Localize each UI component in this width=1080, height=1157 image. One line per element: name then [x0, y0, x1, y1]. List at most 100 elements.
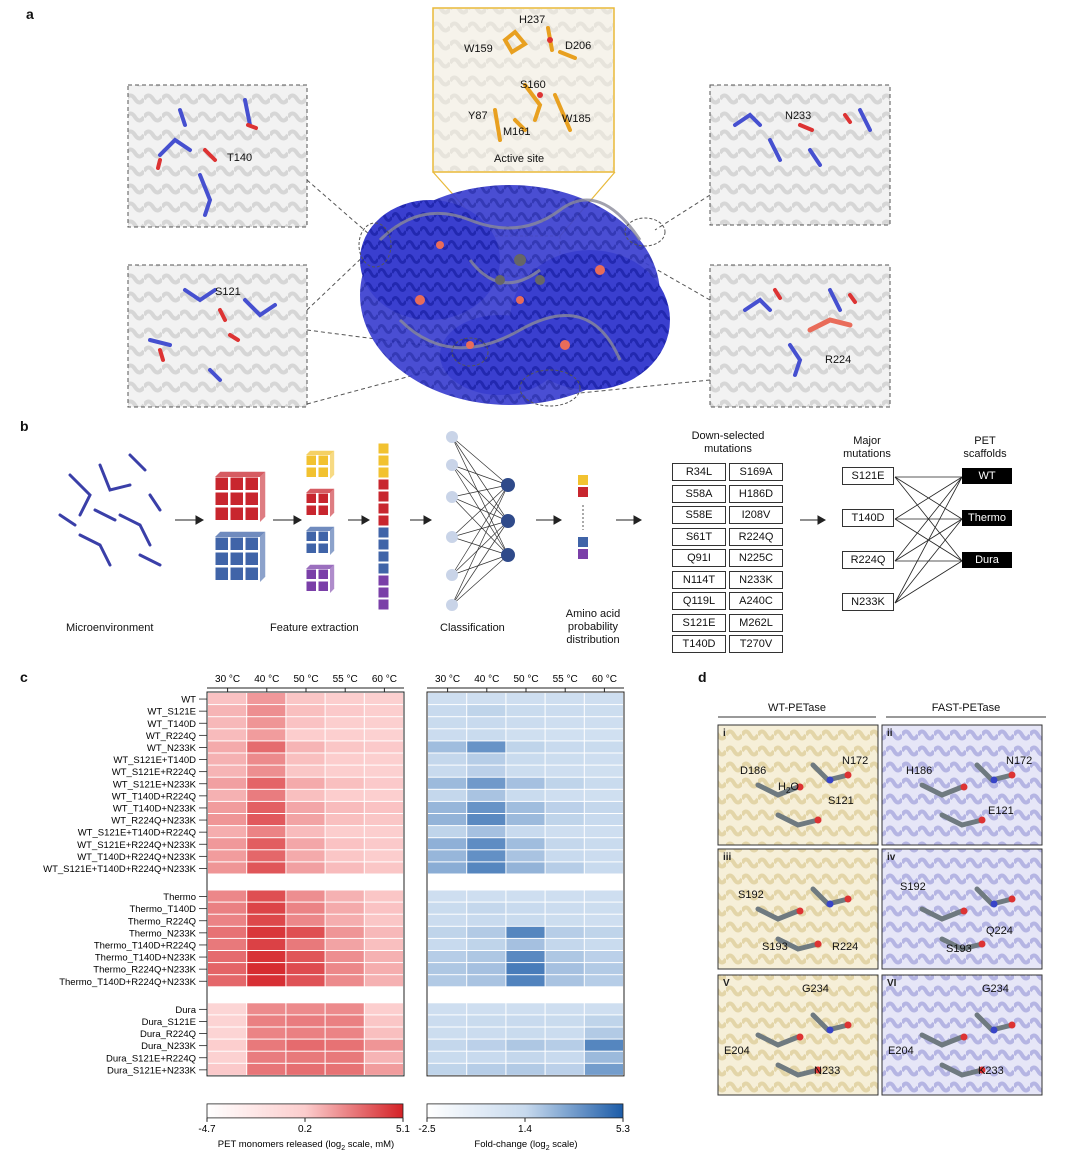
- mutation-box: S58A: [672, 484, 726, 503]
- heatmap-cell: [325, 890, 364, 902]
- mutation-box: S61T: [672, 527, 726, 546]
- protein-structure: [358, 185, 670, 407]
- heatmap-cell: [584, 975, 623, 987]
- feature-cube-purple: [305, 564, 335, 593]
- heatmap-cell: [247, 717, 286, 729]
- heatmap-cell: [428, 814, 467, 826]
- heatmap-cell: [325, 951, 364, 963]
- heatmap-cell: [545, 765, 584, 777]
- heatmap-cell: [584, 814, 623, 826]
- heatmap-cell: [467, 1015, 506, 1027]
- heatmap-cell: [208, 717, 247, 729]
- heatmap-cell: [506, 951, 545, 963]
- inset-bottom-left: [127, 264, 308, 408]
- colorbar: [206, 1103, 404, 1119]
- heatmap-cell: [467, 1063, 506, 1075]
- heatmap-cell: [247, 1015, 286, 1027]
- row-label: Dura_R224Q: [140, 1029, 196, 1040]
- heatmap-cell: [506, 729, 545, 741]
- heatmap-cell: [208, 705, 247, 717]
- heatmap-cell: [247, 789, 286, 801]
- heatmap-cell: [506, 777, 545, 789]
- heatmap-cell: [247, 914, 286, 926]
- row-label: WT_S121E+T140D: [113, 755, 196, 766]
- heatmap-cell: [545, 1039, 584, 1051]
- temperature-label: 55 °C: [553, 674, 578, 685]
- heatmap-cell: [247, 1003, 286, 1015]
- heatmap-cell: [364, 902, 403, 914]
- heatmap-cell: [208, 1003, 247, 1015]
- heatmap-cell: [428, 975, 467, 987]
- heatmap-cell: [286, 1063, 325, 1075]
- mutation-box: R224Q: [729, 527, 783, 546]
- heatmap-cell: [325, 693, 364, 705]
- probability-distribution: [578, 475, 588, 559]
- heatmap-cell: [467, 926, 506, 938]
- colorbar-tick: 5.3: [616, 1124, 630, 1135]
- step-label-classification: Classification: [440, 622, 505, 634]
- heatmap-cell: [286, 1015, 325, 1027]
- heatmap-cell: [428, 826, 467, 838]
- heatmap-cell: [467, 753, 506, 765]
- heatmap-cell: [428, 951, 467, 963]
- heatmap-cell: [286, 1027, 325, 1039]
- heatmap-cell: [545, 1015, 584, 1027]
- heatmap-cell: [325, 902, 364, 914]
- heatmap-cell: [325, 1051, 364, 1063]
- row-label: Dura_S121E+R224Q: [106, 1053, 196, 1064]
- row-label: Dura_N233K: [141, 1041, 197, 1052]
- heatmap-cell: [467, 693, 506, 705]
- row-label: WT_S121E+T140D+R224Q: [78, 828, 196, 839]
- colorbar-label: PET monomers released (log2 scale, mM): [218, 1139, 394, 1152]
- heatmap-cell: [506, 765, 545, 777]
- heatmap-cell: [584, 1015, 623, 1027]
- heatmap-cell: [467, 729, 506, 741]
- temperature-label: 30 °C: [435, 674, 460, 685]
- heatmap-cell: [286, 729, 325, 741]
- heatmap-cell: [364, 753, 403, 765]
- residue-label: Y87: [468, 110, 488, 122]
- heatmap-cell: [584, 777, 623, 789]
- mutation-box: Q119L: [672, 592, 726, 610]
- heatmap-cell: [325, 1027, 364, 1039]
- heatmap-cell: [428, 926, 467, 938]
- heatmap-cell: [325, 850, 364, 862]
- heatmap-cell: [545, 693, 584, 705]
- colorbar-tick: 1.4: [518, 1124, 532, 1135]
- feature-cube-red-small: [305, 488, 335, 517]
- heatmap-cell: [247, 814, 286, 826]
- heatmap-cell: [286, 914, 325, 926]
- heatmap-cell: [506, 890, 545, 902]
- heatmap-cell: [247, 753, 286, 765]
- residue-label: S160: [520, 79, 546, 91]
- heatmap-cell: [428, 850, 467, 862]
- row-label: WT_S121E: [147, 707, 196, 718]
- heatmap-cell: [506, 705, 545, 717]
- active-site-caption: Active site: [494, 153, 545, 165]
- residue-label: S192: [738, 889, 764, 901]
- input-node: [446, 569, 458, 581]
- scaffold-box: Dura: [962, 552, 1012, 568]
- inset-label-t140: T140: [227, 152, 253, 164]
- row-label: WT_S121E+R224Q+N233K: [77, 840, 196, 851]
- major-mutation-box: R224Q: [842, 551, 894, 569]
- heatmap-cell: [545, 890, 584, 902]
- heatmap-cell: [247, 765, 286, 777]
- heatmap-cell: [208, 914, 247, 926]
- heatmap-cell: [584, 1051, 623, 1063]
- heatmap-cell: [584, 789, 623, 801]
- heatmap-cell: [428, 717, 467, 729]
- mutation-box: H186D: [729, 484, 783, 503]
- heatmap-cell: [584, 914, 623, 926]
- heatmap-cell: [325, 777, 364, 789]
- heatmap-cell: [208, 1015, 247, 1027]
- heatmap-cell: [584, 862, 623, 874]
- heatmap-cell: [247, 777, 286, 789]
- residue-label: W185: [562, 113, 591, 125]
- heatmap-cell: [428, 1051, 467, 1063]
- heatmap-cell: [325, 741, 364, 753]
- heatmap-cell: [545, 801, 584, 813]
- water-label: H2O: [778, 781, 799, 796]
- structure-subpanel-V: [717, 974, 879, 1096]
- inset-top-right: [709, 84, 891, 226]
